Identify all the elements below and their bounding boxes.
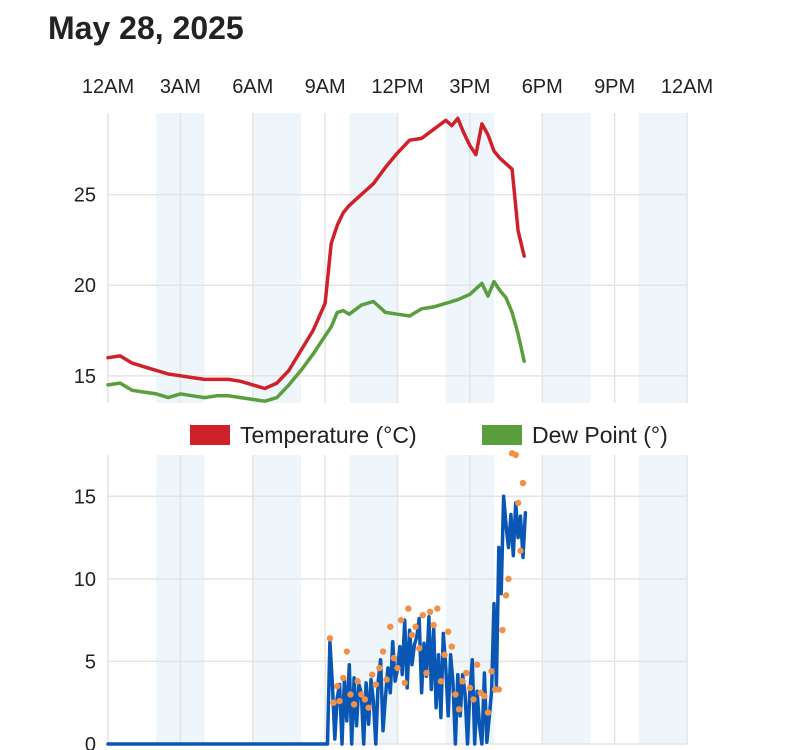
legend-label-dew-point: Dew Point (°) xyxy=(532,422,668,448)
orange-data-point xyxy=(354,678,361,685)
time-band xyxy=(252,455,301,744)
y-tick-label: 0 xyxy=(85,734,96,750)
x-tick-label: 9PM xyxy=(594,76,635,98)
y-tick-label: 10 xyxy=(74,569,96,591)
orange-data-point xyxy=(505,575,512,583)
orange-data-point xyxy=(405,605,412,612)
legend-swatch-temperature xyxy=(190,425,230,445)
x-tick-label: 6AM xyxy=(232,76,273,98)
orange-data-point xyxy=(372,681,379,688)
orange-data-point xyxy=(444,628,452,635)
orange-data-point xyxy=(333,683,341,690)
orange-data-point xyxy=(336,697,343,705)
time-band xyxy=(349,113,398,403)
legend-swatch-dew-point xyxy=(482,425,522,445)
orange-data-point xyxy=(340,674,347,682)
orange-data-point xyxy=(368,671,376,678)
orange-data-point xyxy=(459,678,466,685)
y-tick-label: 15 xyxy=(74,366,96,388)
orange-data-point xyxy=(495,686,503,693)
x-tick-label: 3AM xyxy=(160,76,201,98)
orange-data-point xyxy=(426,608,434,616)
orange-data-point xyxy=(484,709,492,716)
time-band xyxy=(252,113,301,403)
orange-data-point xyxy=(517,547,524,554)
orange-data-point xyxy=(379,648,387,655)
orange-data-point xyxy=(455,706,463,713)
x-tick-label: 12PM xyxy=(371,76,423,98)
time-band xyxy=(542,455,591,744)
legend-label-temperature: Temperature (°C) xyxy=(240,422,417,448)
chart-legend: Temperature (°C) Dew Point (°) xyxy=(190,422,668,448)
orange-data-point xyxy=(441,651,448,659)
orange-data-point xyxy=(423,669,430,677)
orange-data-point xyxy=(502,592,510,599)
y-tick-label: 25 xyxy=(74,185,96,207)
orange-data-point xyxy=(401,679,408,687)
orange-data-point xyxy=(473,661,481,668)
y-tick-label: 20 xyxy=(74,275,96,297)
orange-data-point xyxy=(466,684,474,692)
orange-data-point xyxy=(326,635,334,642)
orange-data-point xyxy=(416,645,423,652)
orange-data-point xyxy=(387,623,394,630)
orange-data-point xyxy=(452,691,459,698)
temperature-line xyxy=(106,116,526,391)
x-tick-label: 12AM xyxy=(661,76,713,98)
orange-data-point xyxy=(430,621,437,629)
temperature-chart: 15 20 25 12AM 3AM 6AM 9AM 12PM 3PM 6PM 9PM 12AM xyxy=(74,76,713,403)
time-band xyxy=(638,113,687,403)
orange-data-point xyxy=(470,696,477,703)
dew-point-line xyxy=(106,279,526,403)
x-tick-label: 3PM xyxy=(449,76,490,98)
precipitation-chart: 0 5 10 15 xyxy=(74,450,688,750)
orange-data-point xyxy=(390,654,398,662)
blue-series-line xyxy=(106,494,528,746)
orange-data-point xyxy=(343,648,351,655)
orange-data-point xyxy=(330,699,337,706)
y-tick-label: 15 xyxy=(74,486,96,508)
orange-data-point xyxy=(463,669,470,677)
orange-data-point xyxy=(361,696,369,703)
orange-data-point xyxy=(512,451,519,459)
orange-data-point xyxy=(365,704,372,711)
orange-data-point xyxy=(519,479,527,487)
orange-data-point xyxy=(448,643,455,650)
orange-data-point xyxy=(350,701,358,708)
orange-data-point xyxy=(394,664,401,672)
orange-data-point xyxy=(481,692,488,700)
orange-data-point xyxy=(408,631,416,639)
orange-data-point xyxy=(397,616,405,624)
x-tick-label: 9AM xyxy=(305,76,346,98)
orange-data-point xyxy=(419,611,427,619)
orange-data-point xyxy=(488,668,495,675)
x-tick-label: 6PM xyxy=(522,76,563,98)
orange-data-point xyxy=(347,691,354,698)
orange-data-point xyxy=(499,626,506,634)
orange-data-point xyxy=(358,691,365,698)
orange-data-point xyxy=(412,623,419,630)
date-title: May 28, 2025 xyxy=(48,10,244,46)
orange-data-point xyxy=(434,605,441,612)
orange-data-point xyxy=(383,676,390,683)
time-band xyxy=(542,113,591,403)
y-tick-label: 5 xyxy=(85,651,96,673)
orange-data-point xyxy=(514,499,522,507)
time-band xyxy=(638,455,687,744)
orange-data-point xyxy=(437,678,445,685)
orange-data-point xyxy=(376,664,383,672)
x-tick-label: 12AM xyxy=(82,76,134,98)
